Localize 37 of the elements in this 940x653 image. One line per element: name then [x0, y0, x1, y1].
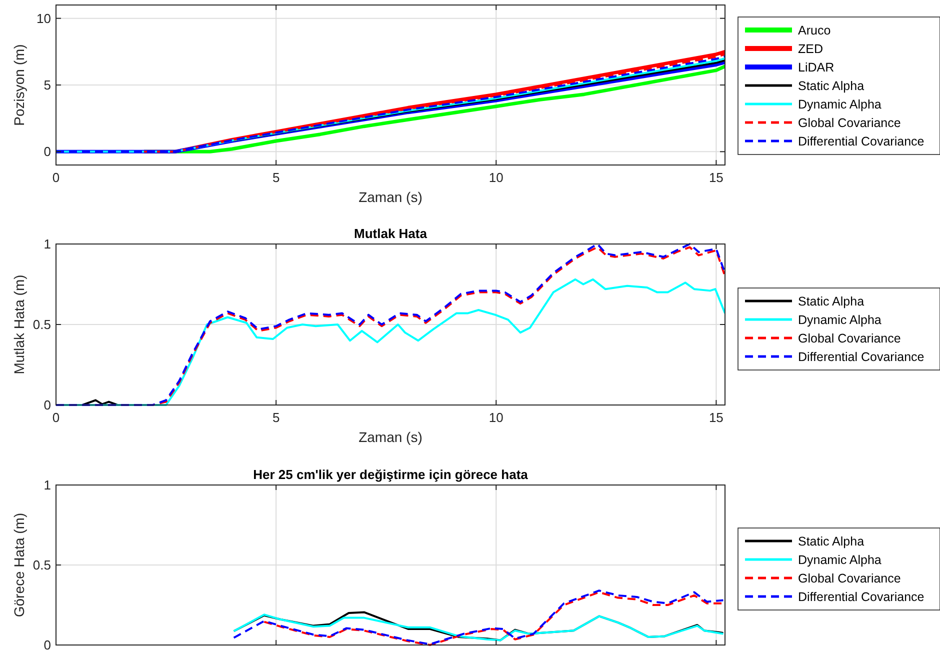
legend-label: Global Covariance [798, 572, 901, 586]
x-axis-title: Zaman (s) [358, 189, 422, 205]
legend-label: Dynamic Alpha [798, 98, 882, 112]
y-tick-label: 0.5 [32, 558, 51, 572]
legend-label: Global Covariance [798, 116, 901, 130]
y-axis-title: Pozisyon (m) [11, 44, 27, 126]
x-tick-label: 15 [708, 410, 724, 425]
legend-label: Static Alpha [798, 79, 864, 93]
y-tick-label: 0 [44, 144, 51, 160]
legend-label: Global Covariance [798, 332, 901, 346]
y-tick-label: 0 [44, 638, 51, 652]
y-tick-label: 0 [44, 398, 51, 412]
y-tick-label: 1 [44, 478, 51, 492]
y-axis-title: Mutlak Hata (m) [11, 274, 27, 374]
x-axis-title: Zaman (s) [358, 429, 422, 445]
chart-title: Mutlak Hata [354, 226, 428, 241]
x-tick-label: 10 [488, 170, 504, 185]
legend-label: Aruco [798, 24, 831, 38]
legend-label: LiDAR [798, 60, 834, 74]
y-tick-label: 10 [36, 10, 51, 26]
y-tick-label: 5 [44, 78, 51, 92]
legend-label: Differential Covariance [798, 590, 924, 604]
legend-label: Static Alpha [798, 534, 864, 548]
x-tick-label: 5 [272, 410, 280, 425]
y-axis-title: Görece Hata (m) [11, 512, 27, 618]
legend-label: Differential Covariance [798, 350, 924, 364]
x-tick-label: 5 [272, 170, 280, 185]
y-tick-label: 0.5 [32, 317, 51, 332]
x-tick-label: 10 [488, 410, 504, 425]
legend-label: Dynamic Alpha [798, 553, 882, 567]
legend-label: ZED [798, 42, 823, 56]
legend-label: Differential Covariance [798, 134, 924, 148]
legend-label: Static Alpha [798, 294, 864, 308]
chart-title: Her 25 cm'lik yer değiştirme için görece hata [253, 467, 529, 482]
legend-label: Dynamic Alpha [798, 313, 882, 327]
x-tick-label: 15 [708, 170, 724, 185]
y-tick-label: 1 [44, 236, 51, 252]
